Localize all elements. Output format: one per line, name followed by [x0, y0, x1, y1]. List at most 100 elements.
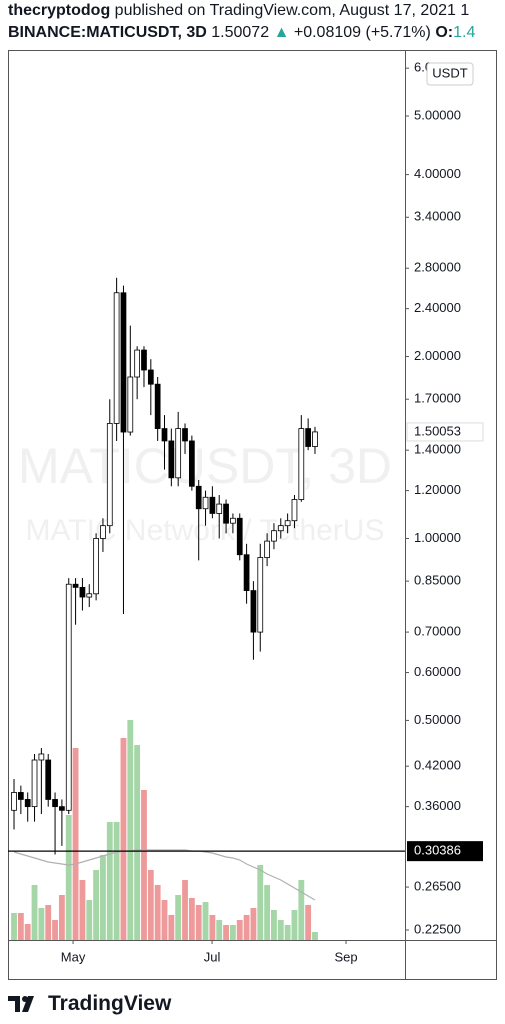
candle-body — [134, 349, 141, 378]
volume-bar — [223, 925, 229, 940]
candle-body — [45, 759, 52, 800]
volume-bar — [264, 885, 271, 940]
candle-body — [230, 517, 236, 524]
volume-bar — [229, 925, 236, 940]
last-price-box — [406, 422, 484, 442]
y-tick-label: 0.60000 — [414, 664, 461, 679]
candle-body — [141, 349, 147, 371]
candle-body — [31, 759, 38, 808]
y-tick-label: 0.36000 — [414, 798, 461, 813]
volume-bar — [188, 898, 195, 940]
y-tick-label: 1.20000 — [414, 482, 461, 497]
candle-body — [175, 428, 182, 479]
horizontal-line-label: 0.30386 — [414, 843, 461, 858]
candle-body — [106, 423, 113, 527]
candle-body — [11, 792, 17, 811]
chart-frame — [8, 50, 497, 980]
candle-body — [17, 792, 24, 800]
volume-bar — [257, 865, 264, 940]
candle-body — [113, 292, 120, 424]
x-tick-label: Jul — [204, 949, 221, 964]
candle-body — [161, 428, 168, 442]
candle-body — [127, 376, 134, 433]
volume-bar — [305, 905, 312, 940]
volume-bar — [147, 870, 154, 940]
volume-bar — [106, 822, 113, 940]
candle-body — [223, 503, 229, 524]
volume-bar — [195, 905, 202, 940]
volume-bar — [38, 908, 45, 940]
candle-body — [79, 586, 86, 598]
header-line-2: BINANCE:MATICUSDT, 3D 1.50072 ▲ +0.08109… — [8, 22, 505, 44]
y-tick-label: 4.00000 — [414, 166, 461, 181]
candle-body — [38, 753, 45, 761]
candle-body — [257, 557, 264, 633]
candle-body — [202, 496, 209, 510]
volume-bar — [93, 870, 100, 940]
header-line-1: thecryptodog published on TradingView.co… — [8, 0, 505, 22]
volume-bar — [58, 895, 65, 940]
y-tick-label: 0.26500 — [414, 879, 461, 894]
volume-bar — [86, 900, 93, 940]
volume-bar — [271, 910, 277, 940]
y-tick-label: 2.00000 — [414, 348, 461, 363]
y-tick-label: 0.42000 — [414, 758, 461, 773]
y-tick-label: 0.70000 — [414, 624, 461, 639]
publisher: thecryptodog — [8, 2, 111, 19]
volume-bar — [161, 900, 168, 940]
candle-body — [284, 520, 291, 527]
volume-bar — [216, 920, 223, 940]
candle-body — [305, 428, 312, 447]
candle-body — [72, 583, 79, 588]
candle-body — [93, 538, 99, 595]
open-label: O: — [435, 24, 454, 41]
volume-bar — [202, 902, 209, 940]
candle-body — [216, 503, 223, 514]
volume-bar — [312, 932, 318, 940]
candle-body — [312, 431, 318, 447]
candle-body — [209, 496, 216, 514]
axes: 6.000005.000004.000003.400002.800002.400… — [61, 60, 484, 964]
y-tick-label: 0.50000 — [414, 712, 461, 727]
candle-body — [52, 799, 58, 808]
y-tick-label: 0.22500 — [414, 921, 461, 936]
candle-body — [24, 799, 31, 808]
plot — [8, 277, 405, 940]
volume-bar — [134, 745, 141, 940]
x-tick-label: Sep — [334, 949, 357, 964]
volume-bar — [11, 913, 17, 940]
watermark: MATICUSDT, 3D — [18, 438, 392, 494]
candle-body — [250, 590, 257, 633]
volume-bar — [72, 748, 79, 940]
change: +0.08109 (+5.71%) — [293, 24, 431, 41]
candle-body — [100, 525, 106, 539]
published-text: published on TradingView.com, August 17,… — [114, 2, 470, 19]
candle-body — [59, 806, 65, 811]
candle-body — [168, 440, 175, 479]
y-tick-label: 1.70000 — [414, 391, 461, 406]
volume-ma-line — [13, 849, 316, 901]
candle-body — [243, 554, 250, 591]
candle-body — [154, 383, 161, 429]
volume-bar — [113, 822, 120, 940]
volume-bar — [24, 924, 31, 940]
volume-bar — [65, 815, 72, 940]
candle-body — [195, 485, 202, 510]
volume-bar — [243, 915, 250, 940]
y-tick-label: 5.00000 — [414, 107, 461, 122]
volume-bar — [182, 880, 188, 940]
volume-bar — [52, 920, 58, 940]
currency-badge: USDT — [432, 65, 467, 80]
price: 1.50072 — [211, 24, 270, 41]
volume-bar — [250, 908, 257, 940]
volume-bar — [284, 925, 291, 940]
volume-bar — [175, 895, 182, 940]
volume-bar — [79, 880, 86, 940]
horizontal-line-box — [407, 841, 483, 862]
symbol: BINANCE:MATICUSDT, 3D — [8, 24, 207, 41]
candle-body — [264, 540, 270, 558]
volume-bar — [100, 855, 106, 940]
y-tick-label: 1.00000 — [414, 530, 461, 545]
y-tick-label: 1.40000 — [414, 442, 461, 457]
